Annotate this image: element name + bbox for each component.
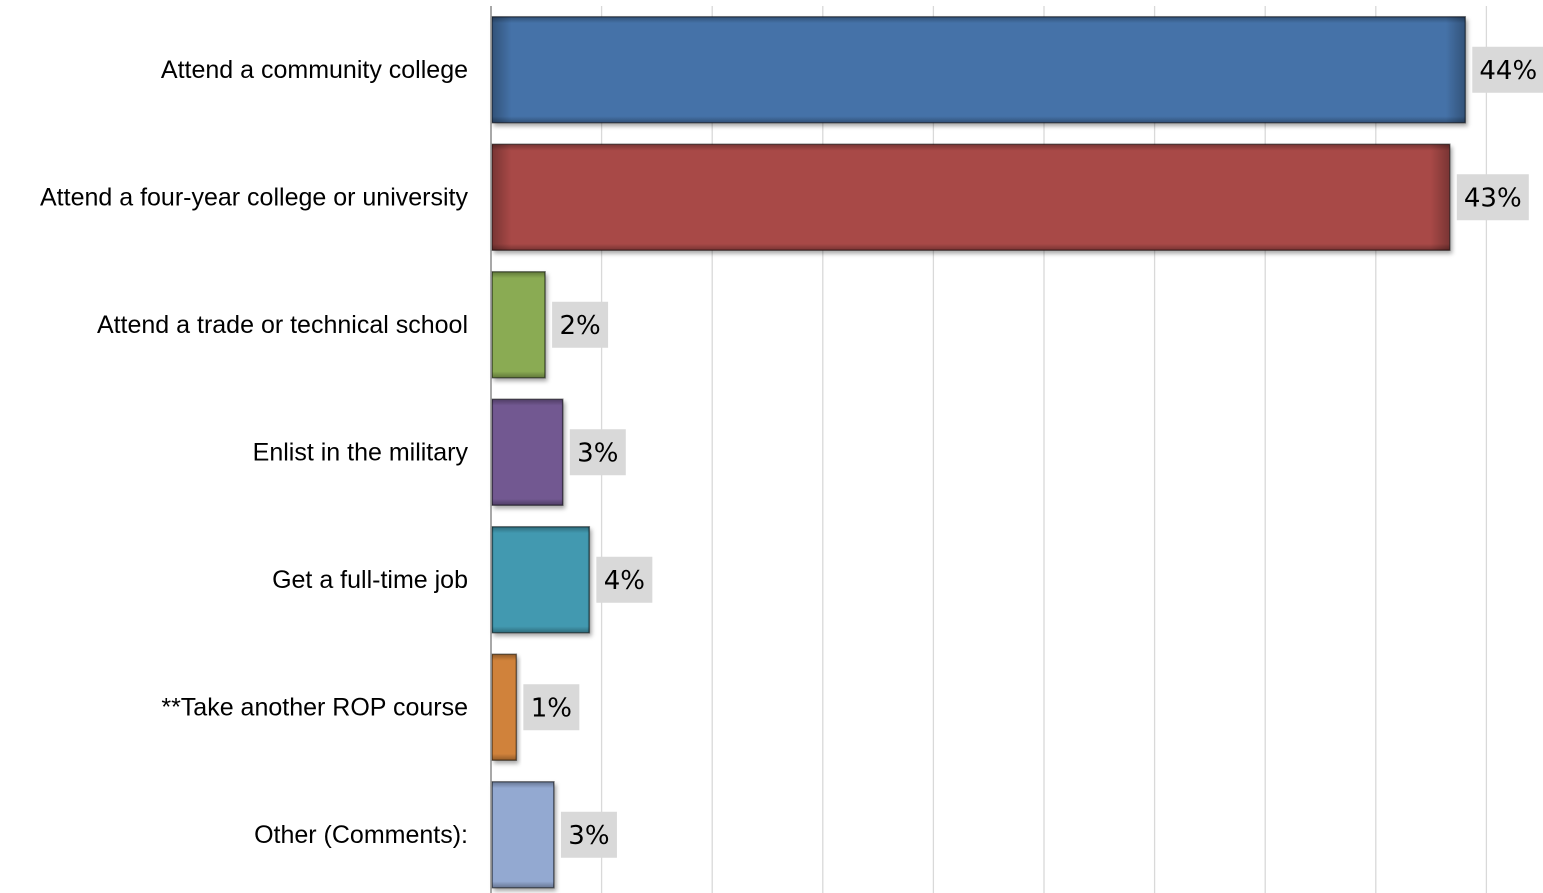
bar: [491, 781, 555, 889]
bar: [491, 526, 591, 634]
bar: [491, 653, 518, 761]
data-label: 2%: [552, 301, 609, 348]
category-label: **Take another ROP course: [161, 693, 468, 721]
data-label: 3%: [569, 429, 626, 476]
data-label-text: 1%: [531, 693, 572, 723]
category-label: Enlist in the military: [253, 438, 469, 466]
data-label: 4%: [596, 556, 653, 603]
data-label-text: 3%: [568, 821, 609, 851]
data-label-text: 2%: [559, 311, 600, 341]
category-label: Attend a community college: [161, 56, 468, 84]
data-label-text: 4%: [604, 566, 645, 596]
category-label: Attend a four-year college or university: [40, 183, 468, 211]
data-label: 1%: [523, 684, 580, 731]
category-label: Get a full-time job: [272, 566, 468, 594]
gridlines: [600, 6, 1488, 893]
category-labels: Attend a community college Attend a four-…: [40, 56, 468, 849]
bar: [491, 143, 1451, 251]
bar: [491, 271, 546, 379]
data-labels: 44% 43% 2% 3% 4% 1% 3%: [523, 46, 1543, 858]
data-label-text: 44%: [1479, 56, 1537, 86]
category-label: Attend a trade or technical school: [97, 311, 468, 339]
data-label: 43%: [1456, 174, 1529, 221]
data-label: 44%: [1472, 46, 1543, 93]
data-label-text: 43%: [1464, 183, 1522, 213]
data-label: 3%: [560, 811, 617, 858]
data-label-text: 3%: [577, 438, 618, 468]
bars: [491, 16, 1467, 889]
category-label: Other (Comments):: [254, 821, 468, 849]
bar: [491, 398, 564, 506]
bar: [491, 16, 1467, 124]
